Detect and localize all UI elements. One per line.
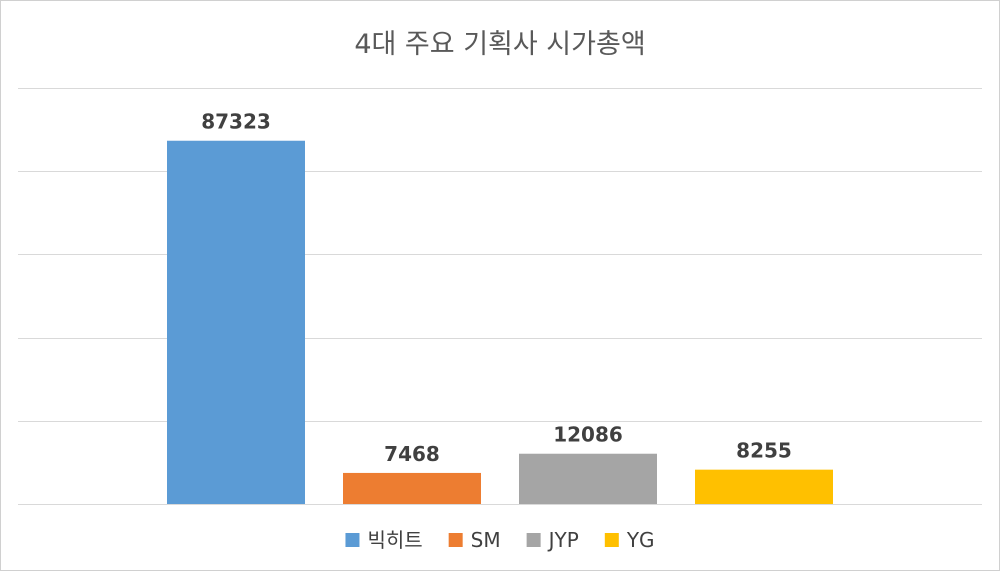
bar-3 — [695, 469, 833, 504]
legend-label: JYP — [547, 528, 579, 552]
bars — [167, 140, 833, 504]
data-label: 87323 — [201, 110, 271, 134]
legend-swatch — [604, 533, 619, 547]
legend-label: 빅히트 — [367, 528, 422, 552]
bar-1 — [343, 472, 481, 504]
data-labels: 87323 7468 12086 8255 — [201, 110, 792, 466]
bar-0 — [167, 140, 305, 504]
data-label: 12086 — [553, 423, 623, 447]
legend-swatch — [448, 533, 463, 547]
legend: 빅히트 SM JYP YG — [345, 528, 655, 552]
data-label: 7468 — [384, 442, 440, 466]
legend-swatch — [526, 533, 541, 547]
data-label: 8255 — [736, 439, 792, 463]
gridlines — [18, 88, 982, 505]
legend-swatch — [345, 533, 360, 547]
legend-label: YG — [626, 528, 655, 552]
bar-2 — [519, 453, 657, 504]
legend-label: SM — [471, 528, 501, 552]
chart-title: 4대 주요 기획사 시가총액 — [354, 29, 646, 60]
